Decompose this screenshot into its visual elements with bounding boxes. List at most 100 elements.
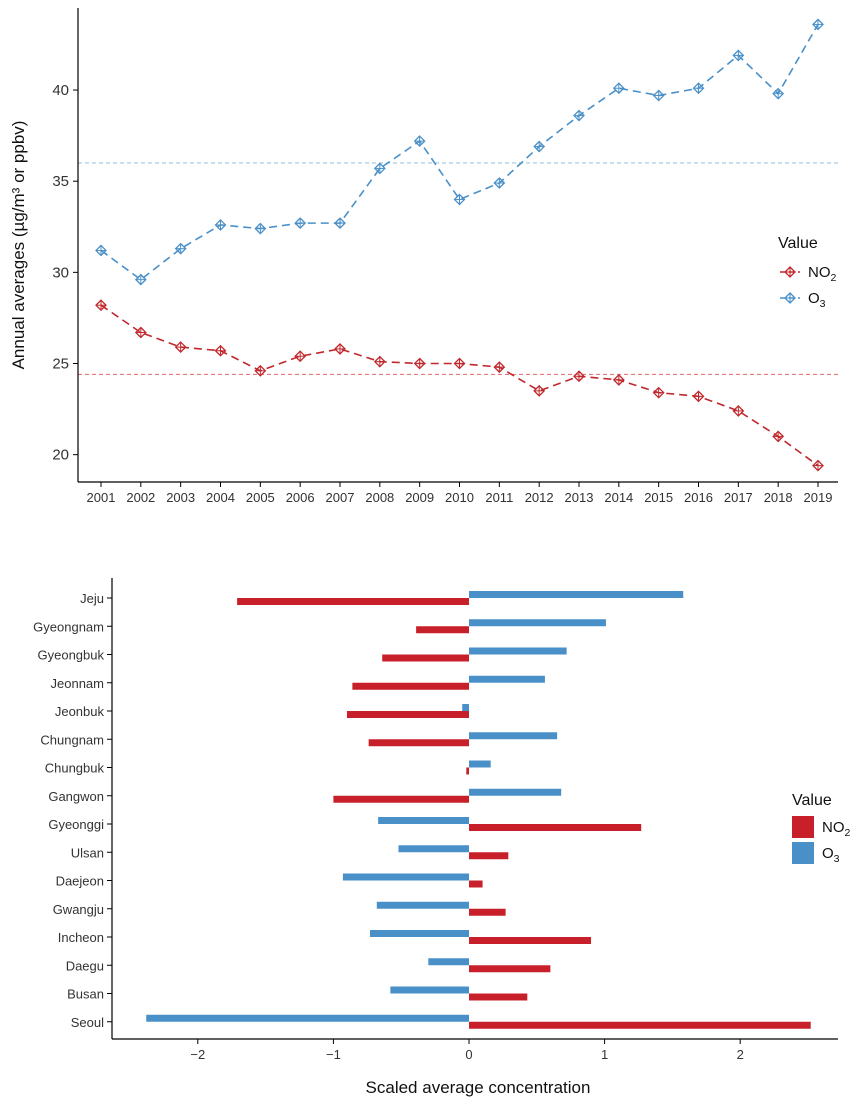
data-point-o3 [772, 87, 785, 100]
y-tick-label: Gangwon [48, 789, 104, 804]
x-tick-label: 2 [737, 1047, 744, 1062]
bar-no2-daejeon [469, 880, 483, 888]
data-point-no2 [533, 384, 546, 397]
bar-no2-seoul [469, 1021, 811, 1029]
bar-no2-chungnam [368, 739, 469, 747]
bar-o3-busan [390, 986, 469, 994]
data-point-no2 [95, 299, 107, 312]
y-tick-label: 25 [52, 356, 69, 373]
data-point-no2 [453, 357, 466, 370]
y-tick-label: 20 [52, 447, 69, 464]
data-point-o3 [652, 89, 665, 102]
data-point-o3 [334, 217, 346, 230]
legend-title: Value [792, 792, 832, 809]
data-point-no2 [334, 342, 346, 355]
x-tick-label: 2004 [206, 490, 235, 505]
legend-label: NO2 [808, 264, 837, 284]
bar-no2-chungbuk [466, 767, 469, 775]
data-point-no2 [254, 364, 267, 377]
y-tick-label: Seoul [71, 1015, 104, 1030]
x-tick-label: 2005 [246, 490, 275, 505]
x-tick-label: −2 [190, 1047, 205, 1062]
legend-title: Value [778, 235, 818, 252]
bar-no2-daegu [469, 965, 551, 973]
bar-no2-gwangju [469, 908, 506, 916]
legend: Value NO2 O3 [778, 235, 837, 310]
data-point-no2 [812, 459, 824, 472]
y-tick-label: Jeonbuk [55, 704, 105, 719]
x-tick-label: 2018 [764, 490, 793, 505]
series-no2 [95, 299, 824, 472]
legend-item-o3: O3 [792, 842, 840, 865]
data-point-o3 [214, 219, 227, 231]
y-tick-label: Jeonnam [51, 676, 104, 691]
data-point-o3 [373, 162, 386, 175]
x-tick-label: 2007 [326, 490, 355, 505]
data-point-o3 [294, 217, 307, 230]
y-tick-label: Chungbuk [45, 761, 105, 776]
data-point-o3 [174, 242, 187, 255]
x-tick-label: 0 [465, 1047, 472, 1062]
bar-no2-gyeongnam [416, 626, 469, 634]
bar-no2-gyeonggi [469, 824, 642, 831]
y-tick-label: Jeju [80, 591, 104, 606]
x-tick-label: 2006 [286, 490, 315, 505]
data-point-o3 [413, 135, 426, 148]
legend-key-marker [784, 266, 796, 278]
x-tick-label: −1 [326, 1047, 341, 1062]
y-tick-label: Busan [67, 987, 104, 1002]
line-chart-annual-averages: 20 25 30 35 40 2001 2002 2003 2004 2005 2006 2007 2… [9, 8, 838, 505]
data-point-no2 [612, 373, 625, 386]
x-tick-label: 2003 [166, 490, 195, 505]
bar-o3-incheon [370, 930, 469, 937]
data-point-o3 [95, 244, 107, 257]
data-point-no2 [493, 361, 506, 374]
bar-o3-gyeongnam [469, 619, 606, 627]
data-point-no2 [413, 357, 426, 370]
bar-o3-gangwon [469, 788, 562, 796]
x-tick-label: 2015 [644, 490, 673, 505]
x-tick-label: 2017 [724, 490, 753, 505]
bar-o3-jeonbuk [462, 704, 469, 711]
data-point-o3 [612, 82, 625, 95]
y-axis-title: Annual averages (µg/m³ or ppbv) [9, 121, 28, 370]
x-tick-label: 2011 [485, 490, 513, 505]
data-point-o3 [493, 177, 506, 189]
data-point-no2 [732, 404, 745, 417]
bar-o3-gwangju [376, 901, 469, 909]
data-point-o3 [812, 18, 824, 31]
y-tick-label: Gwangju [53, 902, 104, 917]
bar-no2-jeju [237, 598, 469, 605]
series-line-o3 [100, 24, 819, 281]
y-tick-label: 40 [52, 82, 69, 99]
bar-o3-ulsan [398, 845, 469, 853]
y-tick-label: Daegu [66, 958, 104, 973]
bar-no2-ulsan [469, 852, 509, 860]
bar-no2-incheon [469, 937, 592, 944]
data-point-no2 [692, 390, 705, 403]
bar-no2-gyeongbuk [382, 654, 469, 662]
legend-label: O3 [808, 290, 826, 310]
x-tick-label: 2010 [445, 490, 474, 505]
bar-o3-seoul [146, 1014, 469, 1022]
bar-o3-gyeonggi [378, 817, 469, 824]
legend-item-no2: NO2 [792, 816, 851, 839]
data-point-o3 [732, 49, 745, 62]
x-tick-label: 2009 [405, 490, 434, 505]
y-tick-label: 35 [52, 173, 69, 190]
x-axis-title: Scaled average concentration [366, 1078, 591, 1097]
y-tick-label: Ulsan [71, 845, 104, 860]
legend-key-swatch [792, 816, 814, 838]
bar-chart-scaled-concentration: Jeju Gyeongnam Gyeongbuk Jeonnam Jeonbuk Chun… [33, 578, 851, 1097]
data-point-o3 [134, 273, 147, 286]
x-tick-label: 2016 [684, 490, 713, 505]
data-point-no2 [134, 326, 147, 339]
y-tick-label: Gyeonggi [48, 817, 104, 832]
legend-key-swatch [792, 842, 814, 864]
series-o3 [95, 18, 824, 286]
y-tick-label: Gyeongbuk [38, 648, 105, 663]
bar-o3-daegu [428, 958, 469, 966]
bar-o3-gyeongbuk [469, 647, 567, 655]
y-tick-label: Incheon [58, 930, 104, 945]
data-point-no2 [174, 341, 187, 354]
